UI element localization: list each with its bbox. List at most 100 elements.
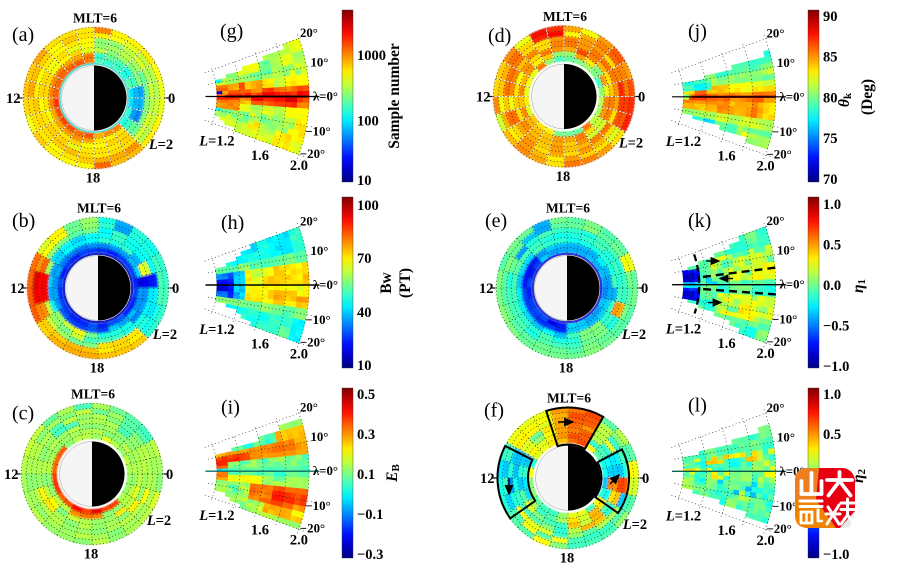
svg-text:MLT=6: MLT=6 (73, 11, 117, 26)
svg-text:40: 40 (357, 305, 372, 321)
svg-text:10: 10 (357, 173, 372, 189)
svg-text:18: 18 (90, 361, 105, 377)
svg-text:12: 12 (480, 471, 495, 487)
svg-text:2.0: 2.0 (290, 158, 308, 174)
svg-text:2.0: 2.0 (290, 533, 308, 549)
svg-text:(h): (h) (221, 212, 244, 234)
svg-text:12: 12 (479, 281, 494, 297)
svg-text:L=1.2: L=1.2 (198, 508, 234, 524)
svg-text:(i): (i) (221, 397, 240, 419)
svg-text:0: 0 (638, 89, 645, 105)
svg-text:−0.5: −0.5 (823, 319, 849, 335)
svg-text:20°: 20° (300, 26, 318, 40)
svg-text:20°: 20° (300, 401, 318, 415)
svg-text:0: 0 (641, 281, 648, 297)
svg-text:(PT): (PT) (397, 268, 414, 298)
svg-text:L=2: L=2 (621, 327, 646, 343)
svg-text:(j): (j) (688, 21, 707, 43)
svg-text:λ=0°: λ=0° (313, 90, 338, 104)
svg-text:−1.0: −1.0 (823, 359, 849, 375)
svg-text:−10°: −10° (305, 125, 330, 139)
svg-text:(Deg): (Deg) (859, 79, 876, 115)
svg-text:0: 0 (168, 91, 175, 107)
svg-text:−20°: −20° (300, 522, 325, 536)
svg-text:18: 18 (556, 169, 571, 185)
svg-text:100: 100 (357, 114, 379, 130)
svg-text:L=1.2: L=1.2 (665, 134, 701, 150)
svg-text:EB: EB (384, 464, 402, 483)
svg-text:1000: 1000 (357, 48, 386, 64)
svg-text:20°: 20° (767, 401, 785, 415)
svg-text:−20°: −20° (300, 147, 325, 161)
svg-text:λ=0°: λ=0° (313, 278, 338, 292)
svg-text:1.6: 1.6 (251, 523, 269, 539)
svg-text:(g): (g) (220, 21, 243, 43)
svg-text:1.0: 1.0 (823, 197, 841, 213)
svg-text:L=2: L=2 (148, 137, 173, 153)
svg-text:−20°: −20° (767, 335, 792, 349)
svg-text:85: 85 (823, 50, 838, 66)
svg-text:18: 18 (86, 171, 101, 187)
svg-text:(l): (l) (688, 395, 707, 417)
svg-text:−0.1: −0.1 (357, 507, 383, 523)
svg-text:20°: 20° (300, 215, 318, 229)
svg-text:L=2: L=2 (618, 136, 643, 152)
svg-text:0: 0 (172, 281, 179, 297)
svg-text:η2: η2 (850, 468, 868, 483)
svg-text:−10°: −10° (772, 499, 797, 513)
svg-text:λ=0°: λ=0° (313, 464, 338, 478)
svg-text:10°: 10° (777, 56, 795, 70)
svg-text:0.3: 0.3 (357, 427, 375, 443)
svg-text:0: 0 (642, 471, 649, 487)
svg-text:−10°: −10° (305, 313, 330, 327)
svg-text:10°: 10° (777, 244, 795, 258)
svg-text:Bw: Bw (378, 271, 395, 293)
svg-text:0.5: 0.5 (823, 427, 841, 443)
svg-text:(a): (a) (12, 24, 34, 46)
svg-text:18: 18 (560, 551, 575, 567)
svg-text:L=1.2: L=1.2 (198, 322, 234, 338)
svg-text:90: 90 (823, 9, 838, 25)
svg-text:10°: 10° (777, 430, 795, 444)
svg-text:(e): (e) (485, 210, 507, 232)
svg-text:0.5: 0.5 (823, 238, 841, 254)
svg-text:12: 12 (476, 89, 491, 105)
svg-text:−10°: −10° (772, 313, 797, 327)
svg-text:−20°: −20° (767, 522, 792, 536)
svg-text:θk: θk (836, 92, 854, 107)
svg-text:(f): (f) (484, 400, 504, 422)
svg-text:MLT=6: MLT=6 (77, 201, 121, 216)
svg-text:0: 0 (166, 467, 173, 483)
svg-text:−20°: −20° (300, 336, 325, 350)
svg-text:L=2: L=2 (152, 327, 177, 343)
svg-text:70: 70 (357, 251, 372, 267)
svg-text:20°: 20° (767, 26, 785, 40)
svg-text:80: 80 (823, 91, 838, 107)
svg-text:0.0: 0.0 (823, 278, 841, 294)
svg-text:η1: η1 (850, 279, 868, 293)
svg-text:1.6: 1.6 (251, 148, 269, 164)
svg-text:L=2: L=2 (622, 517, 647, 533)
svg-text:18: 18 (559, 361, 574, 377)
svg-text:λ=0°: λ=0° (780, 278, 805, 292)
svg-text:L=1.2: L=1.2 (198, 134, 234, 150)
svg-text:12: 12 (10, 281, 25, 297)
svg-text:−10°: −10° (305, 499, 330, 513)
svg-text:10: 10 (357, 358, 372, 374)
svg-text:20°: 20° (767, 214, 785, 228)
svg-text:L=1.2: L=1.2 (665, 322, 701, 338)
svg-text:(k): (k) (688, 210, 711, 232)
svg-text:100: 100 (357, 198, 379, 214)
svg-text:−20°: −20° (767, 147, 792, 161)
svg-text:12: 12 (4, 467, 19, 483)
svg-text:2.0: 2.0 (290, 347, 308, 363)
svg-text:0.1: 0.1 (357, 467, 375, 483)
svg-text:2.0: 2.0 (756, 533, 774, 549)
svg-text:2.0: 2.0 (756, 158, 774, 174)
svg-text:2.0: 2.0 (756, 346, 774, 362)
svg-text:75: 75 (823, 131, 838, 147)
svg-text:λ=0°: λ=0° (780, 90, 805, 104)
svg-text:10°: 10° (310, 244, 328, 258)
svg-text:(d): (d) (488, 25, 511, 47)
svg-text:1.6: 1.6 (717, 336, 735, 352)
